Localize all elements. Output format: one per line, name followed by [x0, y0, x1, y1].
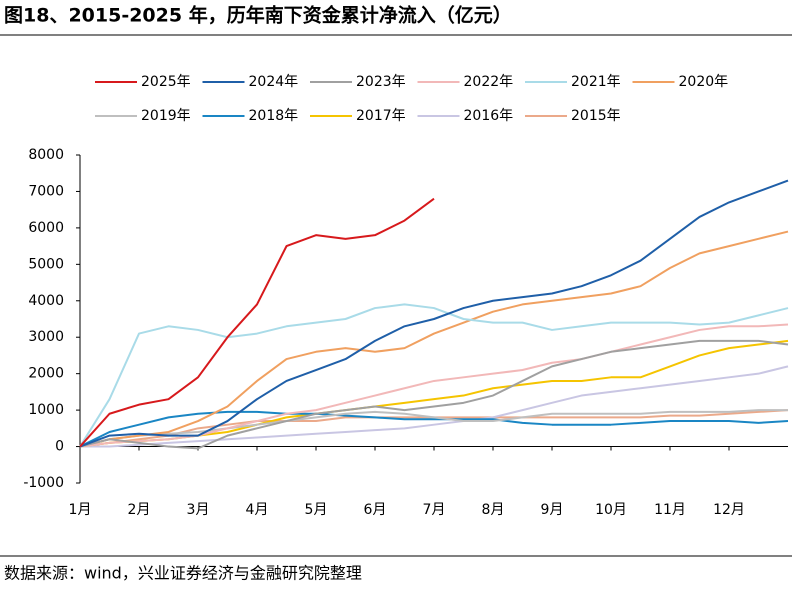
- x-tick-label: 1月: [69, 502, 92, 518]
- legend-label: 2024年: [249, 74, 299, 90]
- legend-label: 2021年: [571, 74, 621, 90]
- y-tick-label: 8000: [28, 147, 64, 163]
- y-tick-label: 3000: [28, 329, 64, 345]
- series-line: [79, 179, 789, 448]
- y-tick-label: 7000: [28, 183, 64, 199]
- y-tick-label: 4000: [28, 293, 64, 309]
- legend-label: 2023年: [356, 74, 406, 90]
- x-tick-label: 6月: [364, 502, 387, 518]
- x-tick-label: 10月: [595, 502, 627, 518]
- legend-label: 2017年: [356, 108, 406, 124]
- source-note: 数据来源：wind，兴业证券经济与金融研究院整理: [4, 564, 362, 583]
- x-tick-label: 11月: [654, 502, 686, 518]
- chart-title: 图18、2015-2025 年，历年南下资金累计净流入（亿元）: [4, 4, 512, 27]
- y-tick-label: 6000: [28, 220, 64, 236]
- y-tick-label: 1000: [28, 402, 64, 418]
- x-tick-label: 12月: [713, 502, 745, 518]
- x-tick-label: 4月: [246, 502, 269, 518]
- x-tick-label: 9月: [541, 502, 564, 518]
- legend-label: 2015年: [571, 108, 621, 124]
- x-tick-label: 5月: [305, 502, 328, 518]
- x-tick-label: 3月: [187, 502, 210, 518]
- legend-label: 2016年: [464, 108, 514, 124]
- legend-label: 2019年: [141, 108, 191, 124]
- series-line: [79, 409, 788, 448]
- x-tick-label: 2月: [128, 502, 151, 518]
- series-line: [79, 197, 435, 448]
- series-line: [80, 365, 789, 448]
- y-tick-label: 0: [55, 439, 64, 455]
- legend-label: 2022年: [464, 74, 514, 90]
- legend-label: 2020年: [679, 74, 729, 90]
- series-line: [79, 410, 789, 448]
- legend-label: 2018年: [249, 108, 299, 124]
- series-line: [79, 230, 789, 448]
- series-line: [79, 339, 789, 450]
- y-tick-label: 2000: [28, 366, 64, 382]
- y-tick-label: -1000: [23, 475, 64, 491]
- legend-label: 2025年: [141, 74, 191, 90]
- x-tick-label: 8月: [482, 502, 505, 518]
- y-tick-label: 5000: [28, 256, 64, 272]
- series-line: [79, 303, 789, 448]
- x-tick-label: 7月: [423, 502, 446, 518]
